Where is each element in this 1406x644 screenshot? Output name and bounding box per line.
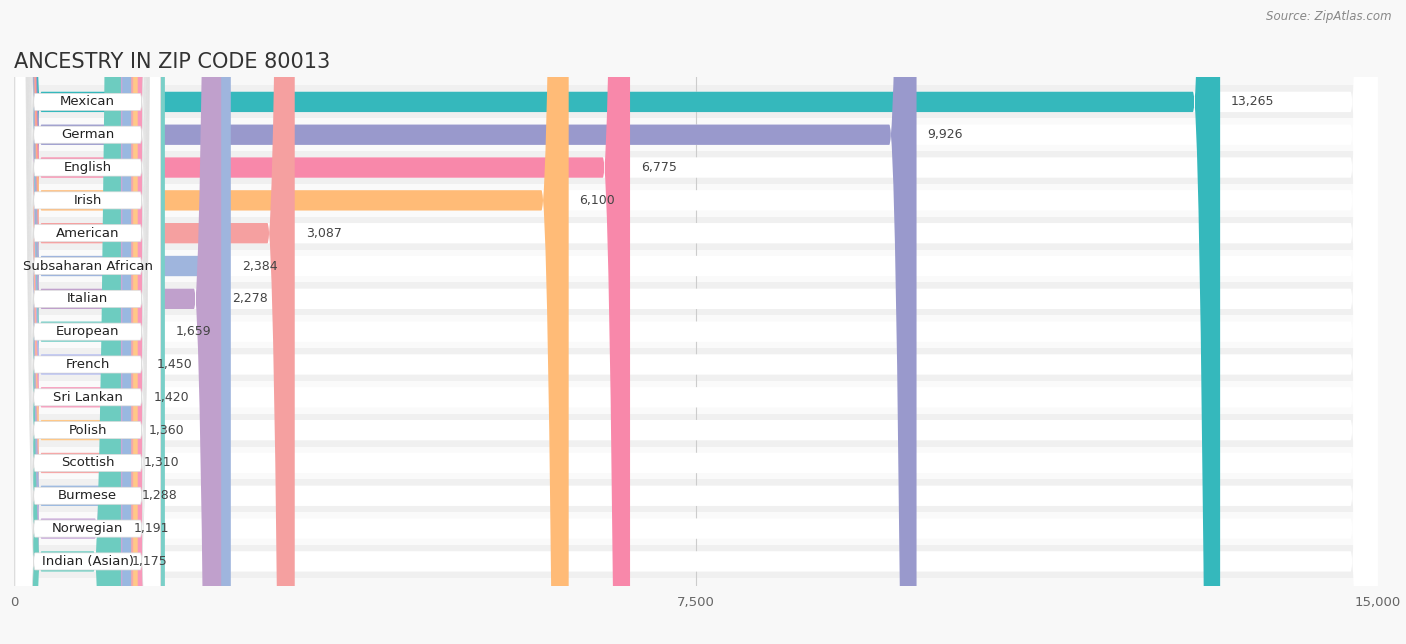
Bar [14, 184, 1378, 217]
FancyBboxPatch shape [14, 0, 1378, 644]
FancyBboxPatch shape [15, 0, 160, 644]
Text: 1,175: 1,175 [132, 555, 167, 568]
FancyBboxPatch shape [14, 0, 1378, 644]
Text: 6,100: 6,100 [579, 194, 616, 207]
Text: Burmese: Burmese [58, 489, 117, 502]
FancyBboxPatch shape [14, 0, 1378, 644]
Text: Mexican: Mexican [60, 95, 115, 108]
FancyBboxPatch shape [14, 0, 138, 644]
FancyBboxPatch shape [14, 0, 1378, 644]
FancyBboxPatch shape [14, 0, 1378, 644]
Bar [14, 316, 1378, 348]
Text: Norwegian: Norwegian [52, 522, 124, 535]
FancyBboxPatch shape [15, 0, 160, 644]
FancyBboxPatch shape [14, 0, 221, 644]
FancyBboxPatch shape [14, 0, 1220, 644]
FancyBboxPatch shape [14, 0, 146, 644]
FancyBboxPatch shape [14, 0, 231, 644]
FancyBboxPatch shape [14, 0, 1378, 644]
Text: 9,926: 9,926 [928, 128, 963, 141]
Bar [14, 283, 1378, 316]
FancyBboxPatch shape [15, 0, 160, 644]
FancyBboxPatch shape [15, 0, 160, 644]
Text: Irish: Irish [73, 194, 101, 207]
FancyBboxPatch shape [14, 0, 568, 644]
Text: ANCESTRY IN ZIP CODE 80013: ANCESTRY IN ZIP CODE 80013 [14, 52, 330, 72]
FancyBboxPatch shape [14, 0, 134, 644]
Text: Polish: Polish [69, 424, 107, 437]
Text: French: French [66, 358, 110, 371]
Text: 1,450: 1,450 [157, 358, 193, 371]
Bar [14, 413, 1378, 446]
Text: 1,288: 1,288 [142, 489, 177, 502]
Text: 1,659: 1,659 [176, 325, 211, 338]
FancyBboxPatch shape [14, 0, 630, 644]
FancyBboxPatch shape [14, 0, 295, 644]
FancyBboxPatch shape [15, 0, 160, 644]
FancyBboxPatch shape [14, 0, 1378, 644]
Bar [14, 381, 1378, 413]
Text: 1,360: 1,360 [149, 424, 184, 437]
Bar [14, 250, 1378, 283]
FancyBboxPatch shape [14, 0, 1378, 644]
Bar [14, 86, 1378, 118]
Bar [14, 118, 1378, 151]
FancyBboxPatch shape [14, 0, 1378, 644]
Text: 13,265: 13,265 [1232, 95, 1275, 108]
Text: Scottish: Scottish [60, 457, 114, 469]
FancyBboxPatch shape [14, 0, 917, 644]
FancyBboxPatch shape [14, 0, 122, 644]
FancyBboxPatch shape [15, 0, 160, 644]
Bar [14, 348, 1378, 381]
FancyBboxPatch shape [15, 0, 160, 644]
FancyBboxPatch shape [14, 0, 1378, 644]
Bar [14, 479, 1378, 512]
FancyBboxPatch shape [14, 0, 1378, 644]
FancyBboxPatch shape [15, 0, 160, 644]
FancyBboxPatch shape [14, 0, 1378, 644]
Text: American: American [56, 227, 120, 240]
Text: Sri Lankan: Sri Lankan [53, 391, 122, 404]
FancyBboxPatch shape [14, 0, 121, 644]
FancyBboxPatch shape [15, 0, 160, 644]
Text: German: German [60, 128, 114, 141]
FancyBboxPatch shape [15, 0, 160, 644]
Text: Source: ZipAtlas.com: Source: ZipAtlas.com [1267, 10, 1392, 23]
Text: Italian: Italian [67, 292, 108, 305]
Text: 1,420: 1,420 [155, 391, 190, 404]
Text: 1,191: 1,191 [134, 522, 169, 535]
Text: 2,384: 2,384 [242, 260, 277, 272]
Text: European: European [56, 325, 120, 338]
FancyBboxPatch shape [15, 0, 160, 644]
Bar [14, 446, 1378, 479]
Text: 3,087: 3,087 [305, 227, 342, 240]
FancyBboxPatch shape [15, 0, 160, 644]
FancyBboxPatch shape [15, 0, 160, 644]
Bar [14, 217, 1378, 250]
Bar [14, 545, 1378, 578]
Text: English: English [63, 161, 111, 174]
FancyBboxPatch shape [14, 0, 143, 644]
FancyBboxPatch shape [14, 0, 1378, 644]
FancyBboxPatch shape [14, 0, 1378, 644]
Text: Indian (Asian): Indian (Asian) [42, 555, 134, 568]
Text: Subsaharan African: Subsaharan African [22, 260, 153, 272]
Text: 6,775: 6,775 [641, 161, 676, 174]
Text: 1,310: 1,310 [143, 457, 180, 469]
FancyBboxPatch shape [14, 0, 1378, 644]
FancyBboxPatch shape [15, 0, 160, 644]
Text: 2,278: 2,278 [232, 292, 267, 305]
FancyBboxPatch shape [15, 0, 160, 644]
Bar [14, 512, 1378, 545]
Bar [14, 151, 1378, 184]
FancyBboxPatch shape [14, 0, 165, 644]
FancyBboxPatch shape [14, 0, 131, 644]
